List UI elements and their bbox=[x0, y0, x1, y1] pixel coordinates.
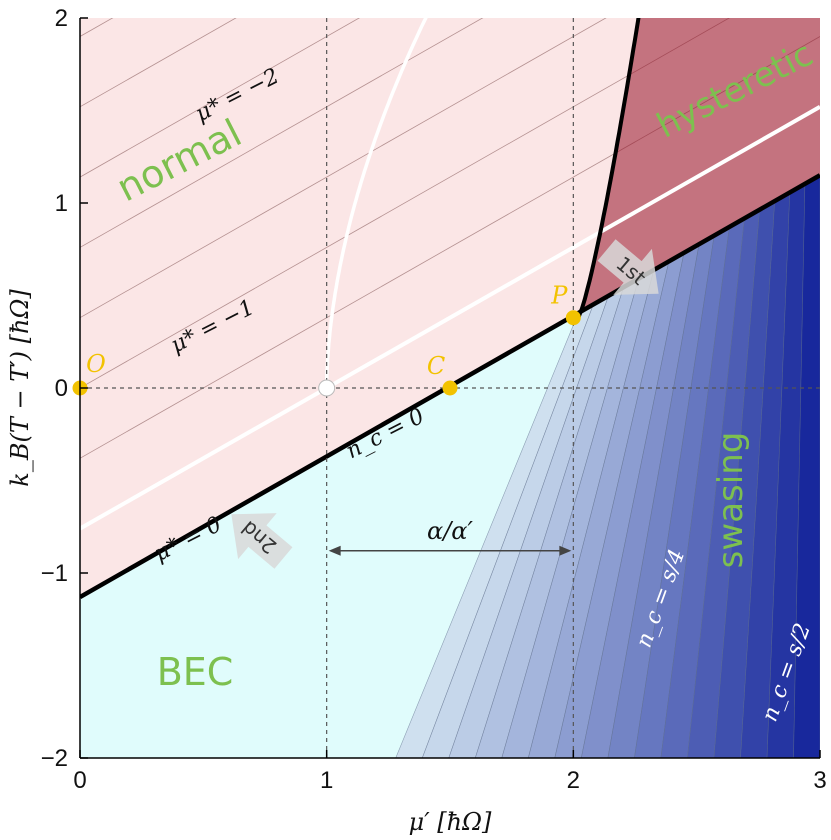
first-order-curve bbox=[568, 18, 641, 320]
x-tick-label: 2 bbox=[567, 767, 580, 794]
open-point bbox=[318, 379, 336, 397]
mu-isoline bbox=[80, 18, 237, 108]
hysteretic-region bbox=[573, 18, 820, 318]
x-tick-label: 3 bbox=[813, 767, 826, 794]
white-curve bbox=[324, 18, 428, 388]
x-tick-label: 1 bbox=[320, 767, 333, 794]
y-tick-label: 1 bbox=[55, 190, 68, 217]
point-label-O: O bbox=[86, 350, 106, 378]
y-tick-label: −2 bbox=[41, 745, 68, 772]
mu-isoline bbox=[80, 18, 484, 248]
transition-arrow-2nd: 2nd bbox=[231, 513, 293, 569]
y-tick-label: 0 bbox=[55, 375, 68, 402]
point-label-P: P bbox=[550, 282, 568, 310]
plot-area bbox=[80, 18, 820, 758]
region-label-swasing: swasing bbox=[711, 432, 751, 569]
second-order-line bbox=[80, 105, 820, 531]
span-arrow-left bbox=[328, 545, 341, 556]
x-tick-label: 0 bbox=[73, 767, 86, 794]
span-arrow-right bbox=[559, 545, 572, 556]
arrow-shape bbox=[231, 513, 293, 569]
point-C bbox=[442, 380, 458, 396]
x-axis-label: μ′ [ħΩ] bbox=[409, 808, 492, 836]
region-label-BEC: BEC bbox=[157, 650, 234, 694]
span-label: α/α′ bbox=[427, 517, 474, 545]
y-tick-label: 2 bbox=[55, 5, 68, 32]
arrow-shape bbox=[597, 239, 659, 295]
mu-isoline bbox=[80, 18, 607, 319]
point-P bbox=[565, 310, 581, 326]
point-label-C: C bbox=[427, 352, 445, 380]
y-tick-label: −1 bbox=[41, 560, 68, 587]
axes: 0 1 2 3 −2 −1 0 1 2 μ′ [ħΩ] k_B(T − T′) [ħΩ] bbox=[6, 5, 827, 836]
swasing-band bbox=[793, 174, 820, 758]
mu-isoline bbox=[80, 18, 360, 178]
y-axis-label: k_B(T − T′) [ħΩ] bbox=[6, 289, 34, 487]
